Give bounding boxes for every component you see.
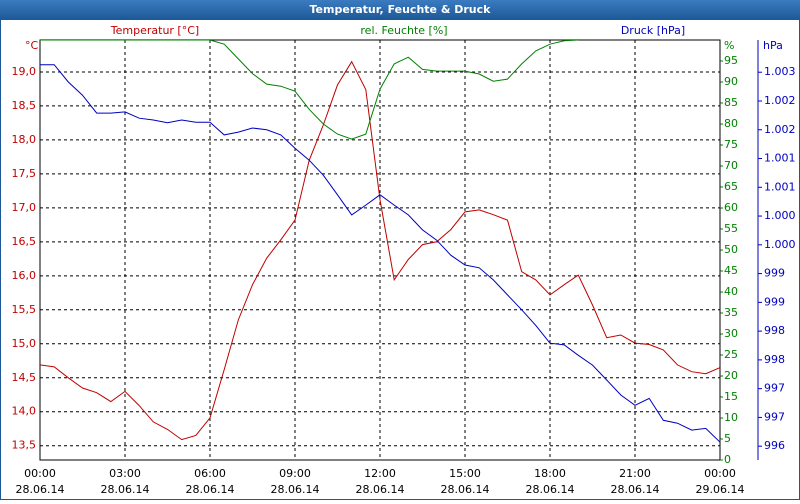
y2-axis-unit: hPa	[763, 39, 783, 52]
series-line	[40, 60, 720, 441]
y2-tick-label: 998	[764, 324, 785, 337]
x-tick-date: 28.06.14	[186, 483, 235, 496]
y-tick-label: 18,0	[12, 133, 37, 146]
y3-tick-label: 10	[724, 411, 738, 424]
y3-tick-label: 95	[724, 54, 738, 67]
y-axis-unit: °C	[25, 39, 39, 52]
y-tick-label: 18,5	[12, 99, 37, 112]
x-tick-label: 00:00	[704, 467, 736, 480]
y-tick-label: 14,5	[12, 371, 37, 384]
y3-tick-label: 65	[724, 180, 738, 193]
y3-tick-label: 80	[724, 117, 738, 130]
y-tick-label: 13,5	[12, 439, 37, 452]
y3-tick-label: 45	[724, 264, 738, 277]
y2-tick-label: 998	[764, 353, 785, 366]
x-tick-label: 06:00	[194, 467, 226, 480]
x-tick-date: 28.06.14	[526, 483, 575, 496]
series-line	[40, 64, 720, 443]
y2-tick-label: 1.001	[764, 180, 796, 193]
y3-tick-label: 5	[724, 432, 731, 445]
y2-tick-label: 999	[764, 295, 785, 308]
x-tick-label: 18:00	[534, 467, 566, 480]
y2-tick-label: 1.002	[764, 123, 796, 136]
y-tick-label: 14,0	[12, 405, 37, 418]
y3-tick-label: 90	[724, 75, 738, 88]
y-tick-label: 17,5	[12, 167, 37, 180]
y3-tick-label: 35	[724, 306, 738, 319]
y3-tick-label: 25	[724, 348, 738, 361]
x-tick-label: 03:00	[109, 467, 141, 480]
y3-tick-label: 55	[724, 222, 738, 235]
y2-tick-label: 1.002	[764, 94, 796, 107]
x-tick-date: 28.06.14	[356, 483, 405, 496]
y-tick-label: 19,0	[12, 65, 37, 78]
x-tick-label: 09:00	[279, 467, 311, 480]
y3-axis-unit: %	[724, 39, 734, 52]
x-tick-label: 12:00	[364, 467, 396, 480]
y2-tick-label: 1.001	[764, 152, 796, 165]
x-tick-date: 29.06.14	[696, 483, 745, 496]
y2-tick-label: 997	[764, 382, 785, 395]
x-tick-date: 28.06.14	[441, 483, 490, 496]
legend-entry: rel. Feuchte [%]	[360, 24, 447, 37]
y-tick-label: 16,5	[12, 235, 37, 248]
y2-tick-label: 1.000	[764, 238, 796, 251]
chart-title: Temperatur, Feuchte & Druck	[310, 3, 492, 16]
y2-tick-label: 996	[764, 439, 785, 452]
y3-tick-label: 15	[724, 390, 738, 403]
y3-tick-label: 50	[724, 243, 738, 256]
series-line	[40, 40, 579, 140]
legend-entry: Druck [hPa]	[621, 24, 685, 37]
y3-tick-label: 40	[724, 285, 738, 298]
x-tick-date: 28.06.14	[611, 483, 660, 496]
y-tick-label: 15,0	[12, 337, 37, 350]
y3-tick-label: 70	[724, 159, 738, 172]
legend-entry: Temperatur [°C]	[110, 24, 199, 37]
y3-tick-label: 60	[724, 201, 738, 214]
x-tick-date: 28.06.14	[271, 483, 320, 496]
y3-tick-label: 75	[724, 138, 738, 151]
y-tick-label: 16,0	[12, 269, 37, 282]
x-tick-label: 00:00	[24, 467, 56, 480]
y3-tick-label: 85	[724, 96, 738, 109]
y2-tick-label: 1.000	[764, 209, 796, 222]
x-tick-label: 21:00	[619, 467, 651, 480]
x-tick-date: 28.06.14	[16, 483, 65, 496]
title-bar	[0, 0, 800, 20]
y3-tick-label: 20	[724, 369, 738, 382]
y2-tick-label: 997	[764, 410, 785, 423]
x-tick-label: 15:00	[449, 467, 481, 480]
y2-tick-label: 1.003	[764, 65, 796, 78]
y3-tick-label: 30	[724, 327, 738, 340]
y-tick-label: 15,5	[12, 303, 37, 316]
y2-tick-label: 999	[764, 267, 785, 280]
y3-tick-label: 0	[724, 453, 731, 466]
y-tick-label: 17,0	[12, 201, 37, 214]
x-tick-date: 28.06.14	[101, 483, 150, 496]
